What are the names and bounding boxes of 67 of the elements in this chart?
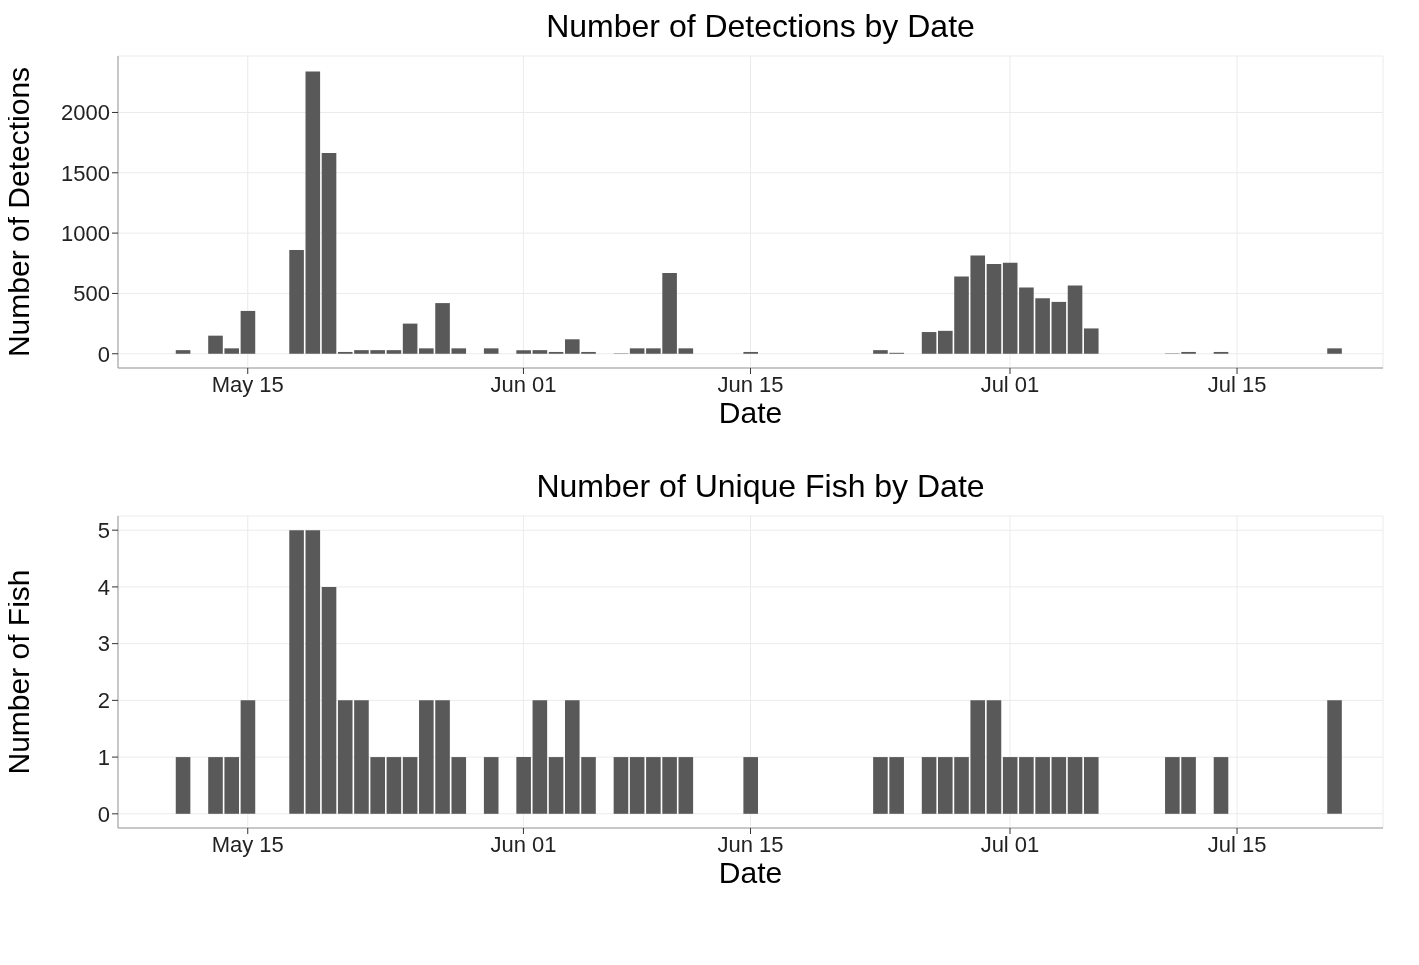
bar <box>240 700 256 814</box>
bar <box>986 263 1002 354</box>
bar <box>532 700 548 814</box>
bar <box>1327 348 1342 354</box>
bar <box>175 757 191 814</box>
x-tick-label: May 15 <box>211 371 284 397</box>
bar <box>1051 757 1067 814</box>
bar <box>1327 700 1342 814</box>
bar <box>613 757 629 814</box>
x-tick-label: Jun 01 <box>490 371 557 397</box>
bar <box>629 757 645 814</box>
y-tick-label: 500 <box>73 281 110 307</box>
bar <box>532 350 548 354</box>
x-tick-label: Jul 01 <box>980 831 1040 857</box>
bar <box>483 757 499 814</box>
y-tick-label: 0 <box>97 341 110 367</box>
chart-title: Number of Detections by Date <box>545 8 976 46</box>
bar <box>402 757 418 814</box>
bar <box>516 350 531 354</box>
bar <box>1083 328 1099 354</box>
x-axis-title: Date <box>718 396 783 429</box>
bar <box>548 757 564 814</box>
x-tick-label: Jul 01 <box>980 371 1040 397</box>
y-tick-label: 2 <box>97 688 110 714</box>
bar <box>986 700 1002 814</box>
bar <box>1002 262 1018 354</box>
bar <box>678 348 694 354</box>
bar <box>921 757 937 814</box>
bar <box>1067 757 1083 814</box>
bar <box>1002 757 1018 814</box>
bar <box>921 332 937 354</box>
bar <box>321 586 337 814</box>
bar <box>386 350 402 354</box>
bar <box>175 350 191 354</box>
chart-title: Number of Unique Fish by Date <box>535 468 986 506</box>
x-axis-title: Date <box>718 856 783 889</box>
bar <box>1067 285 1083 354</box>
bar <box>629 348 645 354</box>
bar <box>743 757 758 814</box>
y-tick-label: 4 <box>97 574 110 600</box>
bar <box>240 310 256 354</box>
x-tick-label: May 15 <box>211 831 284 857</box>
bar <box>402 323 418 354</box>
bar <box>1213 757 1229 814</box>
y-tick-label: 1500 <box>61 160 110 186</box>
bar <box>483 348 499 354</box>
x-tick-label: Jun 15 <box>717 371 784 397</box>
y-tick-label: 2000 <box>61 100 110 126</box>
bar <box>305 71 321 354</box>
bar <box>516 757 531 814</box>
bar <box>1083 757 1099 814</box>
bar <box>289 250 304 354</box>
bar <box>678 757 694 814</box>
x-tick-label: Jun 01 <box>490 831 557 857</box>
y-tick-label: 5 <box>97 517 110 543</box>
x-tick-label: Jul 15 <box>1207 371 1267 397</box>
y-tick-label: 1000 <box>61 220 110 246</box>
bar <box>289 530 304 814</box>
bar <box>305 530 321 814</box>
y-tick-label: 3 <box>97 631 110 657</box>
y-tick-label: 1 <box>97 744 110 770</box>
bar <box>386 757 402 814</box>
x-tick-label: Jun 15 <box>717 831 784 857</box>
bar <box>321 152 337 354</box>
y-tick-label: 0 <box>97 801 110 827</box>
x-tick-label: Jul 15 <box>1207 831 1267 857</box>
bar <box>1051 301 1067 354</box>
